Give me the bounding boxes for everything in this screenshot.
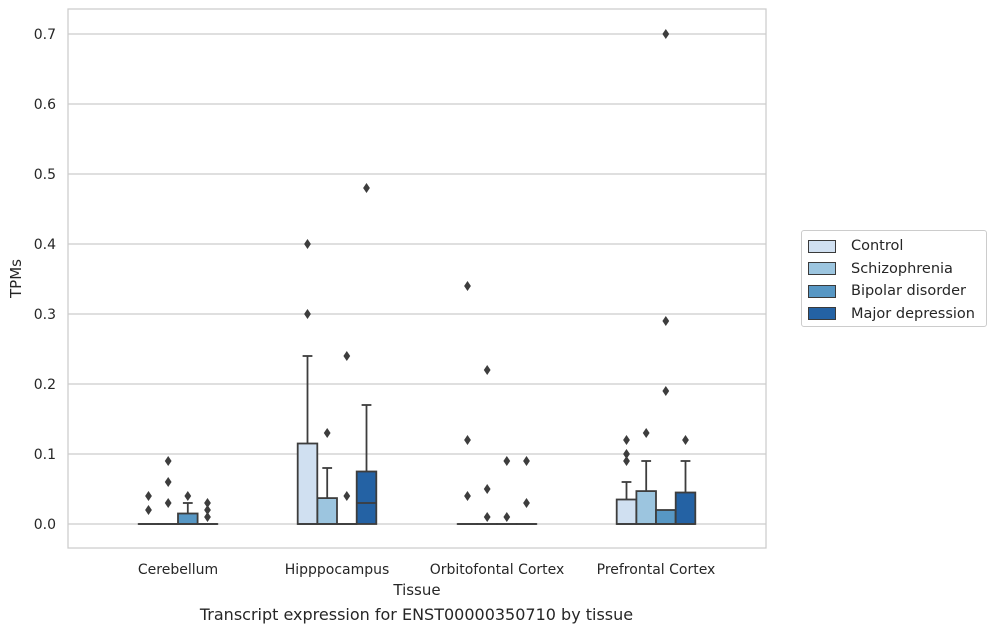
outlier-point xyxy=(623,456,630,466)
outlier-point xyxy=(464,281,471,291)
outlier-point xyxy=(164,498,172,508)
outlier-point xyxy=(503,456,511,466)
y-tick-label: 0.2 xyxy=(34,377,56,393)
box-group xyxy=(296,239,319,525)
box-group xyxy=(635,428,657,525)
outlier-point xyxy=(304,309,311,319)
outlier-point xyxy=(343,351,351,361)
outlier-point xyxy=(464,491,471,501)
box-group xyxy=(496,456,518,525)
outlier-point xyxy=(642,428,650,438)
legend-label: Major depression xyxy=(851,305,975,322)
y-tick-label: 0.6 xyxy=(34,97,56,113)
x-axis-title: Tissue xyxy=(392,581,440,599)
box-schizophrenia xyxy=(635,490,657,525)
outlier-point xyxy=(204,512,211,522)
outlier-point xyxy=(145,505,152,515)
y-axis-title: TPMs xyxy=(7,259,25,299)
outlier-point xyxy=(503,512,511,522)
box-series xyxy=(137,29,697,525)
y-tick-label: 0.0 xyxy=(34,517,56,533)
outlier-point xyxy=(483,484,491,494)
outlier-point xyxy=(145,491,152,501)
x-tick-label: Hipppocampus xyxy=(285,562,390,578)
legend: Control Schizophrenia Bipolar disorder Majo… xyxy=(801,230,987,327)
legend-swatch xyxy=(808,307,836,321)
outlier-point xyxy=(623,449,630,459)
legend-swatch xyxy=(808,262,836,276)
box-bipolar-disorder xyxy=(655,509,677,525)
outlier-point xyxy=(184,491,192,501)
outlier-point xyxy=(623,435,630,445)
figure-caption: Transcript expression for ENST0000035071… xyxy=(199,605,634,624)
legend-label: Schizophrenia xyxy=(851,260,953,277)
y-tick-label: 0.1 xyxy=(34,447,56,463)
outlier-point xyxy=(304,239,311,249)
box-control xyxy=(615,498,638,525)
outlier-point xyxy=(164,456,172,466)
outlier-point xyxy=(464,435,471,445)
box-major-depression xyxy=(355,470,378,525)
outlier-point xyxy=(682,435,689,445)
box-schizophrenia xyxy=(316,497,338,525)
box-group xyxy=(196,498,219,525)
box-group xyxy=(456,281,479,525)
outlier-point xyxy=(204,505,211,515)
gridlines xyxy=(68,33,766,525)
y-tick-label: 0.4 xyxy=(34,237,56,253)
legend-item: Control xyxy=(808,235,986,258)
outlier-point xyxy=(164,477,172,487)
y-tick-label: 0.3 xyxy=(34,307,56,323)
legend-label: Bipolar disorder xyxy=(851,283,966,300)
outlier-point xyxy=(523,498,530,508)
x-tick-label: Prefrontal Cortex xyxy=(597,562,716,578)
outlier-point xyxy=(343,491,351,501)
outlier-point xyxy=(483,512,491,522)
box-group xyxy=(655,29,677,525)
legend-item: Bipolar disorder xyxy=(808,280,986,303)
box-group xyxy=(476,365,498,525)
outlier-point xyxy=(204,498,211,508)
legend-item: Schizophrenia xyxy=(808,258,986,281)
y-tick-label: 0.5 xyxy=(34,167,56,183)
outlier-point xyxy=(483,365,491,375)
box-group xyxy=(515,456,538,525)
legend-label: Control xyxy=(851,238,904,255)
box-group xyxy=(157,456,179,525)
y-tick-labels: 0.0 0.1 0.2 0.3 0.4 0.5 0.6 0.7 xyxy=(34,27,56,533)
box-group xyxy=(674,435,697,525)
box-control xyxy=(296,442,319,525)
legend-swatch xyxy=(808,239,836,253)
box-group xyxy=(336,351,358,525)
outlier-point xyxy=(662,29,670,39)
x-tick-label: Cerebellum xyxy=(138,562,218,578)
x-tick-labels: Cerebellum Hipppocampus Orbitofontal Corte… xyxy=(138,562,715,578)
legend-swatch xyxy=(808,284,836,298)
outlier-point xyxy=(323,428,331,438)
legend-item: Major depression xyxy=(808,303,986,326)
plot-frame xyxy=(67,8,767,549)
box-major-depression xyxy=(674,491,697,525)
outlier-point xyxy=(662,386,670,396)
box-group xyxy=(177,491,199,525)
box-group xyxy=(137,491,160,525)
outlier-point xyxy=(662,316,670,326)
box-group xyxy=(355,183,378,525)
outlier-point xyxy=(523,456,530,466)
outlier-point xyxy=(363,183,370,193)
box-bipolar-disorder xyxy=(177,512,199,525)
x-tick-label: Orbitofontal Cortex xyxy=(430,562,565,578)
box-group xyxy=(615,435,638,525)
box-group xyxy=(316,428,338,525)
y-tick-label: 0.7 xyxy=(34,27,56,43)
